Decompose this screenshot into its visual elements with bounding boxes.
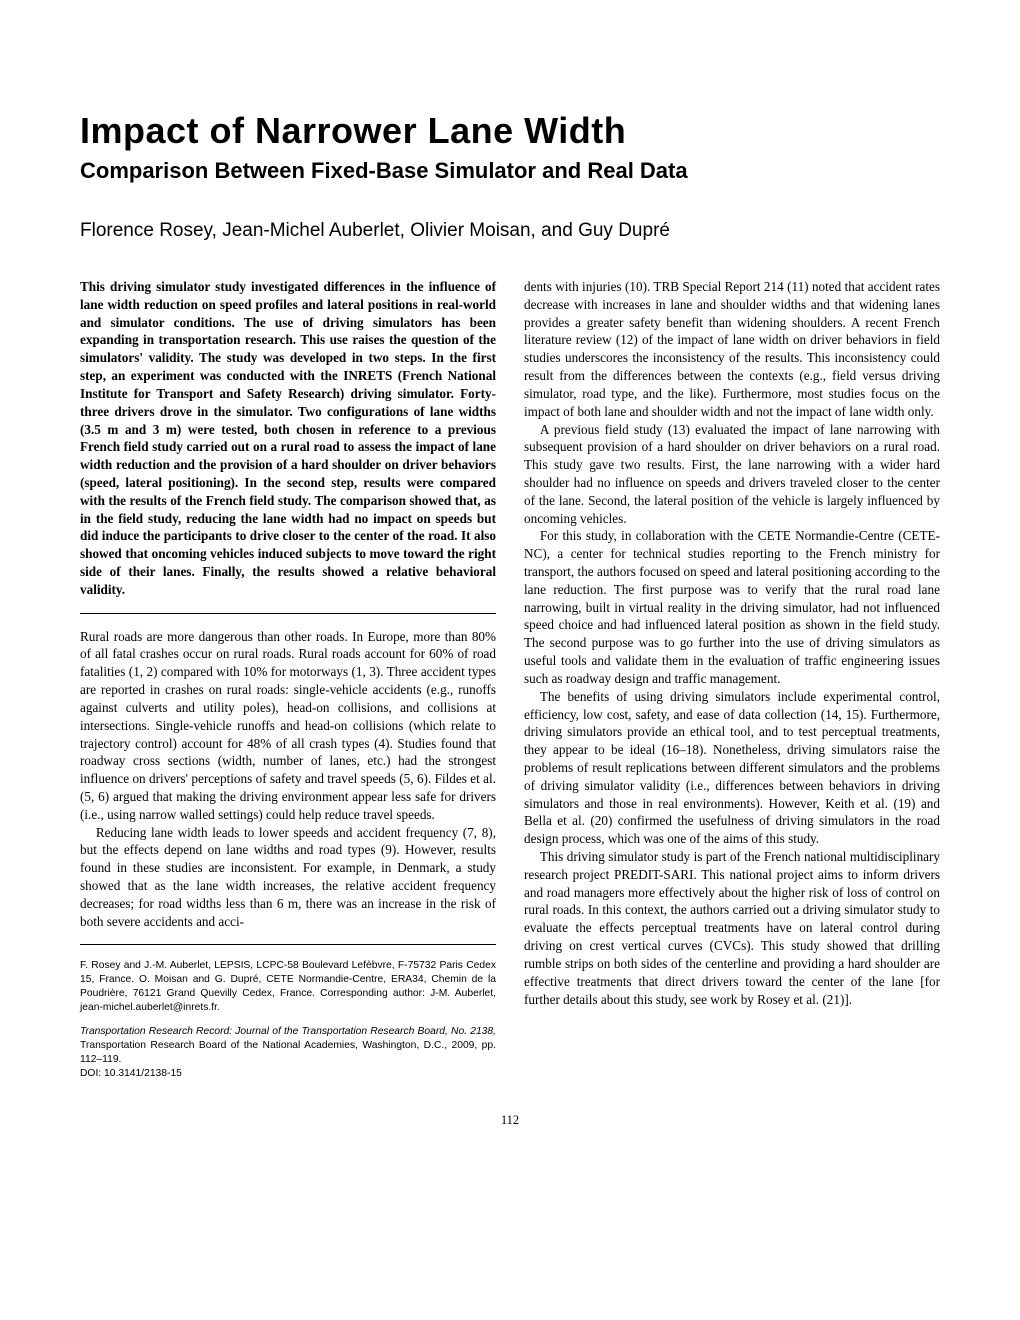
- body-paragraph-3: dents with injuries (10). TRB Special Re…: [524, 278, 940, 421]
- paper-subtitle: Comparison Between Fixed-Base Simulator …: [80, 158, 940, 184]
- body-paragraph-6: The benefits of using driving simulators…: [524, 688, 940, 848]
- footer-block: F. Rosey and J.-M. Auberlet, LEPSIS, LCP…: [80, 944, 496, 1080]
- body-paragraph-2: Reducing lane width leads to lower speed…: [80, 824, 496, 931]
- paper-title: Impact of Narrower Lane Width: [80, 110, 940, 152]
- journal-info: Transportation Research Record: Journal …: [80, 1025, 496, 1081]
- page-number: 112: [80, 1113, 940, 1128]
- abstract-separator: [80, 613, 496, 614]
- journal-details: Transportation Research Board of the Nat…: [80, 1040, 496, 1065]
- paper-authors: Florence Rosey, Jean-Michel Auberlet, Ol…: [80, 220, 940, 242]
- author-affiliations: F. Rosey and J.-M. Auberlet, LEPSIS, LCP…: [80, 959, 496, 1015]
- body-columns: This driving simulator study investigate…: [80, 278, 940, 1081]
- journal-title: Transportation Research Record: Journal …: [80, 1026, 496, 1037]
- affiliations-separator: [80, 944, 496, 945]
- body-paragraph-7: This driving simulator study is part of …: [524, 848, 940, 1008]
- doi: DOI: 10.3141/2138-15: [80, 1068, 182, 1079]
- abstract: This driving simulator study investigate…: [80, 278, 496, 599]
- body-paragraph-5: For this study, in collaboration with th…: [524, 527, 940, 687]
- body-paragraph-4: A previous field study (13) evaluated th…: [524, 421, 940, 528]
- body-paragraph-1: Rural roads are more dangerous than othe…: [80, 628, 496, 824]
